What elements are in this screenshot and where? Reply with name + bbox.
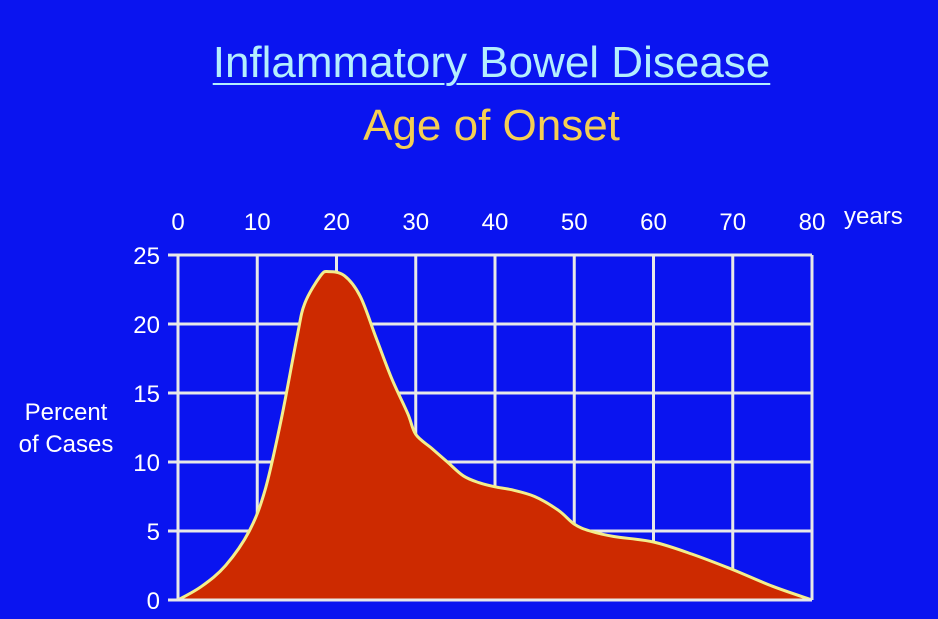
chart-title: Inflammatory Bowel Disease (212, 38, 771, 87)
y-tick-label: 5 (147, 519, 160, 546)
y-tick-label: 10 (133, 450, 160, 477)
chart-subtitle: Age of Onset (363, 101, 620, 150)
x-tick-label: 0 (171, 209, 184, 236)
x-tick-label: 70 (719, 209, 746, 236)
x-tick-label: 80 (799, 209, 826, 236)
y-axis-label: Percent (25, 399, 108, 426)
x-axis-label: years (844, 203, 903, 230)
y-axis-label: of Cases (19, 431, 114, 458)
x-tick-label: 10 (244, 209, 271, 236)
x-tick-label: 60 (640, 209, 667, 236)
y-tick-label: 0 (147, 588, 160, 615)
y-tick-label: 15 (133, 381, 160, 408)
y-tick-label: 25 (133, 243, 160, 270)
x-tick-label: 40 (482, 209, 509, 236)
data-area (178, 271, 812, 600)
x-tick-label: 50 (561, 209, 588, 236)
data-line (177, 269, 813, 602)
x-tick-label: 30 (402, 209, 429, 236)
y-tick-label: 20 (133, 312, 160, 339)
x-tick-label: 20 (323, 209, 350, 236)
